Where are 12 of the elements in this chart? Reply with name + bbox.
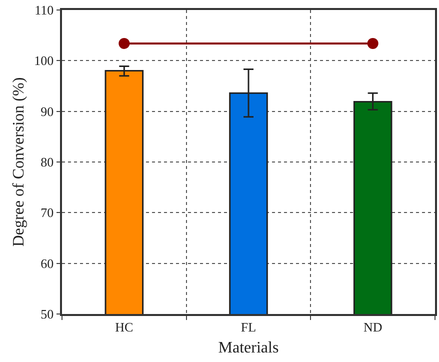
y-tick-label: 110 (34, 2, 54, 18)
x-tick-label: FL (240, 319, 256, 334)
x-axis-title: Materials (218, 340, 279, 357)
y-tick-label: 70 (40, 205, 54, 220)
x-tick-label: ND (363, 319, 382, 334)
y-tick-label: 80 (40, 154, 54, 170)
y-tick-label: 100 (34, 53, 54, 68)
y-tick-label: 60 (40, 256, 54, 271)
y-axis-title: Degree of Conversion (%) (10, 77, 28, 247)
x-tick-label: HC (115, 319, 134, 334)
y-tick-label: 90 (40, 104, 54, 119)
y-tick-label: 50 (40, 306, 54, 322)
